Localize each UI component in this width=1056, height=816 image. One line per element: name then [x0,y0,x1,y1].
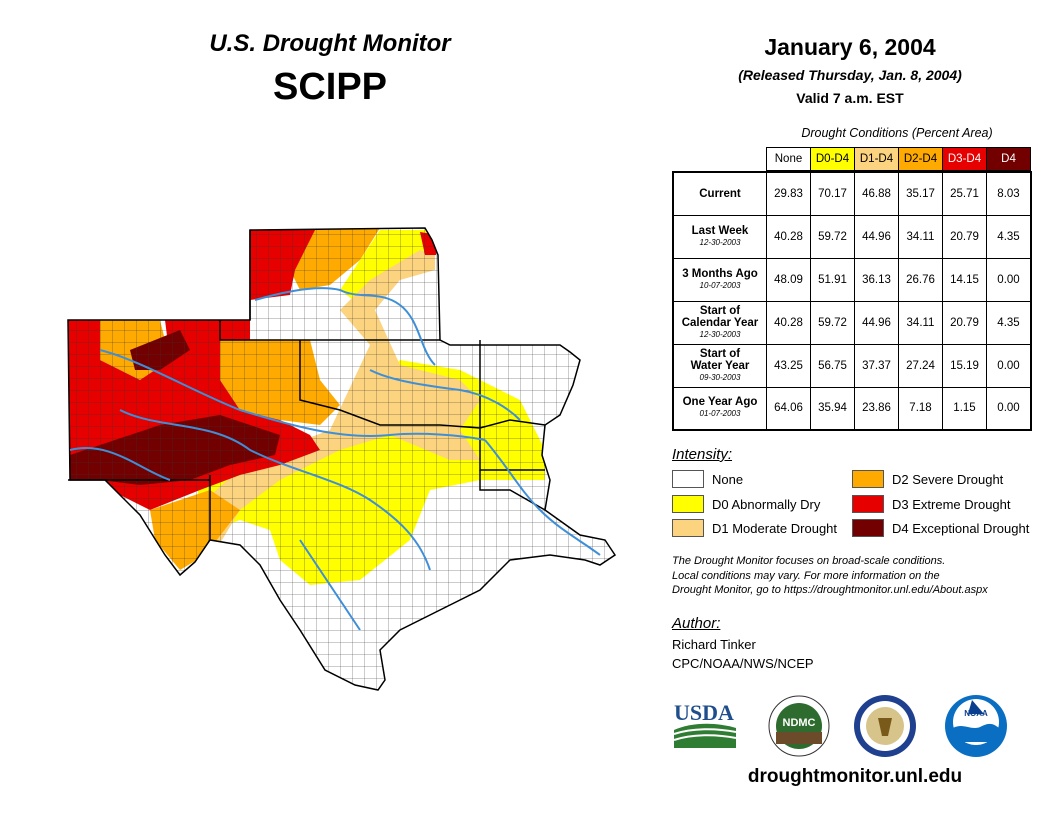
website-url[interactable]: droughtmonitor.unl.edu [747,766,963,787]
table-row: Start of Calendar Year 12-30-2003 40.28 59.7… [672,300,1032,345]
commerce-seal-logo [854,695,916,757]
table-cell: 35.94 [810,386,855,431]
legend-heading: Intensity: [672,446,733,463]
table-cell: 15.19 [942,343,987,388]
col-d2-d4: D2-D4 [898,147,942,171]
table-cell: 7.18 [898,386,943,431]
table-caption: Drought Conditions (Percent Area) [801,126,993,140]
author-heading: Author: [672,615,721,632]
col-none: None [766,147,810,171]
table-row: Start of Water Year 09-30-2003 43.25 56.75 37… [672,343,1032,388]
row-label: Current [672,171,767,216]
legend-item-d0: D0 Abnormally Dry [672,495,820,513]
legend-swatch [672,519,704,537]
table-cell: 29.83 [766,171,811,216]
table-cell: 36.13 [854,257,899,302]
table-cell: 8.03 [986,171,1032,216]
table-cell: 43.25 [766,343,811,388]
legend-item-d1: D1 Moderate Drought [672,519,837,537]
disclaimer-note: The Drought Monitor focuses on broad-sca… [672,555,988,596]
release-date: (Released Thursday, Jan. 8, 2004) [738,67,962,83]
col-d4: D4 [986,147,1031,171]
row-label: 3 Months Ago 10-07-2003 [672,257,767,302]
table-cell: 51.91 [810,257,855,302]
map-title: U.S. Drought Monitor [209,30,451,57]
table-cell: 4.35 [986,214,1032,259]
table-cell: 44.96 [854,214,899,259]
table-cell: 20.79 [942,300,987,345]
col-d3-d4: D3-D4 [942,147,986,171]
table-cell: 0.00 [986,257,1032,302]
table-cell: 25.71 [942,171,987,216]
table-cell: 0.00 [986,386,1032,431]
table-cell: 0.00 [986,343,1032,388]
table-row: Last Week 12-30-2003 40.28 59.72 44.96 34.11 2… [672,214,1032,259]
table-cell: 56.75 [810,343,855,388]
legend-item-none: None [672,470,743,488]
table-cell: 34.11 [898,214,943,259]
col-d1-d4: D1-D4 [854,147,898,171]
region-title: SCIPP [272,66,388,108]
table-cell: 59.72 [810,300,855,345]
drought-map [67,227,616,691]
row-label: Start of Water Year 09-30-2003 [672,343,767,388]
svg-text:USDA: USDA [674,700,734,725]
legend-swatch [672,495,704,513]
author-name: Richard Tinker [672,637,756,652]
table-cell: 27.24 [898,343,943,388]
state-boundaries [67,227,616,691]
table-cell: 70.17 [810,171,855,216]
table-cell: 20.79 [942,214,987,259]
ndmc-logo: NDMC [768,695,830,757]
legend-swatch [852,495,884,513]
table-cell: 26.76 [898,257,943,302]
table-cell: 40.28 [766,214,811,259]
svg-text:NOAA: NOAA [964,709,988,718]
row-label: One Year Ago 01-07-2003 [672,386,767,431]
legend-swatch [672,470,704,488]
rivers [69,287,601,631]
table-cell: 1.15 [942,386,987,431]
legend-swatch [852,470,884,488]
drought-stats-table: Current 29.83 70.17 46.88 35.17 25.71 8.03 Last… [672,171,1032,431]
table-cell: 34.11 [898,300,943,345]
table-row: Current 29.83 70.17 46.88 35.17 25.71 8.03 [672,171,1032,216]
noaa-logo: NOAA [945,695,1007,757]
table-cell: 64.06 [766,386,811,431]
legend-item-d2: D2 Severe Drought [852,470,1003,488]
agency-logos: USDA NDMC NOAA [673,695,1007,757]
table-header: None D0-D4 D1-D4 D2-D4 D3-D4 D4 [766,147,1031,171]
table-cell: 59.72 [810,214,855,259]
legend-item-d4: D4 Exceptional Drought [852,519,1029,537]
usda-logo: USDA [673,700,737,748]
table-cell: 48.09 [766,257,811,302]
legend-swatch [852,519,884,537]
table-cell: 4.35 [986,300,1032,345]
table-cell: 37.37 [854,343,899,388]
map-date: January 6, 2004 [764,34,936,60]
table-cell: 44.96 [854,300,899,345]
table-cell: 40.28 [766,300,811,345]
table-cell: 23.86 [854,386,899,431]
table-cell: 14.15 [942,257,987,302]
svg-text:NDMC: NDMC [783,717,816,729]
author-org: CPC/NOAA/NWS/NCEP [672,656,814,671]
row-label: Last Week 12-30-2003 [672,214,767,259]
table-row: 3 Months Ago 10-07-2003 48.09 51.91 36.13 26.… [672,257,1032,302]
table-row: One Year Ago 01-07-2003 64.06 35.94 23.86 7.1… [672,386,1032,431]
valid-time: Valid 7 a.m. EST [796,90,904,106]
table-cell: 46.88 [854,171,899,216]
table-cell: 35.17 [898,171,943,216]
row-label: Start of Calendar Year 12-30-2003 [672,300,767,345]
col-d0-d4: D0-D4 [810,147,854,171]
legend-item-d3: D3 Extreme Drought [852,495,1011,513]
